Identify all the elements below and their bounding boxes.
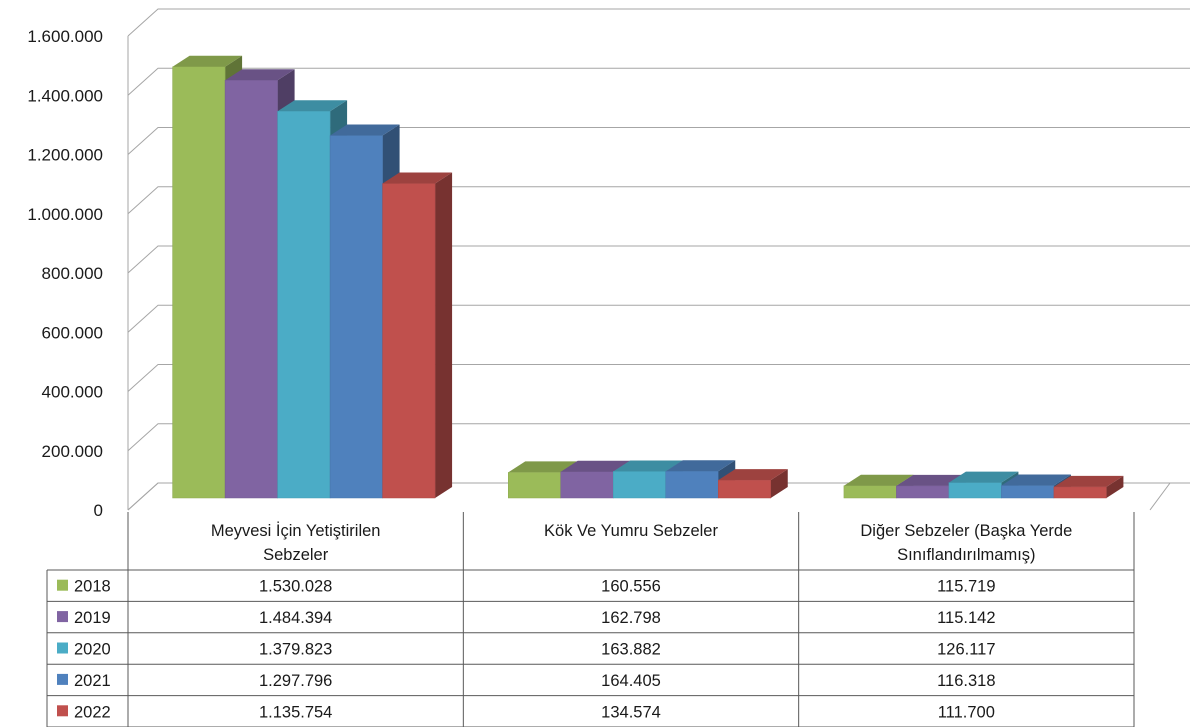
- bar-top: [896, 474, 966, 486]
- cell-2022-2: 134.574: [601, 703, 661, 721]
- bar-top: [382, 172, 453, 184]
- category-label-2: Kök Ve Yumru Sebzeler: [544, 522, 718, 540]
- gridline: [127, 482, 1190, 511]
- cell-2018-3: 115.719: [937, 578, 995, 596]
- gridline: [127, 423, 1190, 452]
- bar-top: [843, 474, 914, 486]
- bar-front: [665, 471, 719, 499]
- y-tick-label: 0: [94, 501, 103, 520]
- bar-top: [1001, 474, 1071, 486]
- legend-label-2018: 2018: [74, 578, 111, 596]
- gridline: [127, 8, 1190, 37]
- data-table: Meyvesi İçin Yetiştirilen Sebzeler Kök Ve …: [46, 512, 1135, 727]
- y-tick-label: 1.600.000: [27, 27, 103, 46]
- bar-top: [665, 460, 736, 472]
- gridline: [127, 245, 1190, 274]
- bar-2022-3: [1053, 475, 1124, 499]
- y-tick-label: 400.000: [42, 383, 103, 402]
- cell-2018-2: 160.556: [601, 578, 661, 596]
- bar-side: [770, 469, 788, 498]
- cell-2021-2: 164.405: [601, 672, 661, 690]
- y-tick-label: 1.200.000: [27, 146, 103, 165]
- bar-top: [1053, 475, 1124, 487]
- bar-top: [508, 461, 578, 473]
- cell-2021-3: 116.318: [937, 672, 995, 690]
- bar-front: [1001, 485, 1055, 499]
- y-tick-label: 800.000: [42, 264, 103, 283]
- gridline: [127, 67, 1190, 96]
- y-tick-label: 600.000: [42, 323, 103, 342]
- cell-2019-3: 115.142: [937, 609, 995, 627]
- legend-label-2019: 2019: [74, 609, 111, 627]
- y-tick-label: 200.000: [42, 442, 103, 461]
- bar-front: [172, 66, 226, 499]
- category-label-3: Diğer Sebzeler (Başka Yerde Sınıflandırıl…: [860, 522, 1072, 564]
- bar-2021-2: [665, 460, 736, 499]
- y-tick-label: 1.000.000: [27, 205, 103, 224]
- bar-top: [225, 69, 295, 81]
- bars: [172, 55, 1124, 499]
- category-label-1: Meyvesi İçin Yetiştirilen Sebzeler: [211, 521, 381, 564]
- bar-front: [508, 472, 561, 499]
- bar-front: [329, 135, 383, 499]
- legend-swatch-2021: [57, 673, 68, 685]
- bar-front: [896, 485, 950, 499]
- bar-front: [843, 485, 897, 499]
- gridline: [127, 304, 1190, 333]
- bar-front: [382, 183, 436, 499]
- bar-top: [718, 469, 788, 481]
- y-axis-ticks: 0 200.000 400.000 600.000 800.000 1.000.000 1.…: [27, 27, 103, 520]
- cell-2020-3: 126.117: [937, 641, 995, 659]
- legend-swatch-2022: [57, 705, 68, 717]
- legend-swatch-2019: [57, 611, 68, 623]
- cell-2020-1: 1.379.823: [259, 641, 332, 659]
- bar-top: [613, 460, 683, 472]
- legend-swatch-2018: [57, 579, 68, 591]
- bar-2022-2: [718, 469, 788, 499]
- cell-2019-2: 162.798: [601, 609, 661, 627]
- bar-front: [948, 482, 1002, 499]
- bar-top: [560, 460, 631, 472]
- legend-label-2021: 2021: [74, 672, 111, 690]
- gridline: [127, 127, 1190, 155]
- bar-top: [277, 100, 348, 112]
- bar-side: [1106, 475, 1124, 498]
- cell-2020-2: 163.882: [601, 641, 661, 659]
- cell-2022-3: 111.700: [938, 703, 995, 721]
- bar-front: [718, 479, 771, 499]
- bar-2022-1: [382, 172, 453, 499]
- bar-front: [277, 110, 331, 499]
- cell-2021-1: 1.297.796: [259, 672, 332, 690]
- cell-2022-1: 1.135.754: [259, 703, 332, 721]
- bar-top: [330, 124, 400, 136]
- legend-label-2020: 2020: [74, 641, 111, 659]
- bar-front: [1053, 486, 1107, 499]
- cell-2019-1: 1.484.394: [259, 609, 332, 627]
- gridline: [127, 364, 1190, 392]
- y-tick-label: 1.400.000: [27, 86, 103, 105]
- bar-front: [560, 471, 614, 499]
- legend-label-2022: 2022: [74, 703, 111, 721]
- bar-front: [224, 79, 278, 499]
- cell-2018-1: 1.530.028: [259, 578, 332, 596]
- bar-top: [948, 471, 1019, 483]
- bar-side: [435, 172, 453, 498]
- legend-swatch-2020: [57, 642, 68, 654]
- bar-top: [172, 55, 243, 67]
- gridlines: [127, 8, 1190, 511]
- bar-front: [613, 471, 666, 499]
- gridline: [127, 186, 1190, 215]
